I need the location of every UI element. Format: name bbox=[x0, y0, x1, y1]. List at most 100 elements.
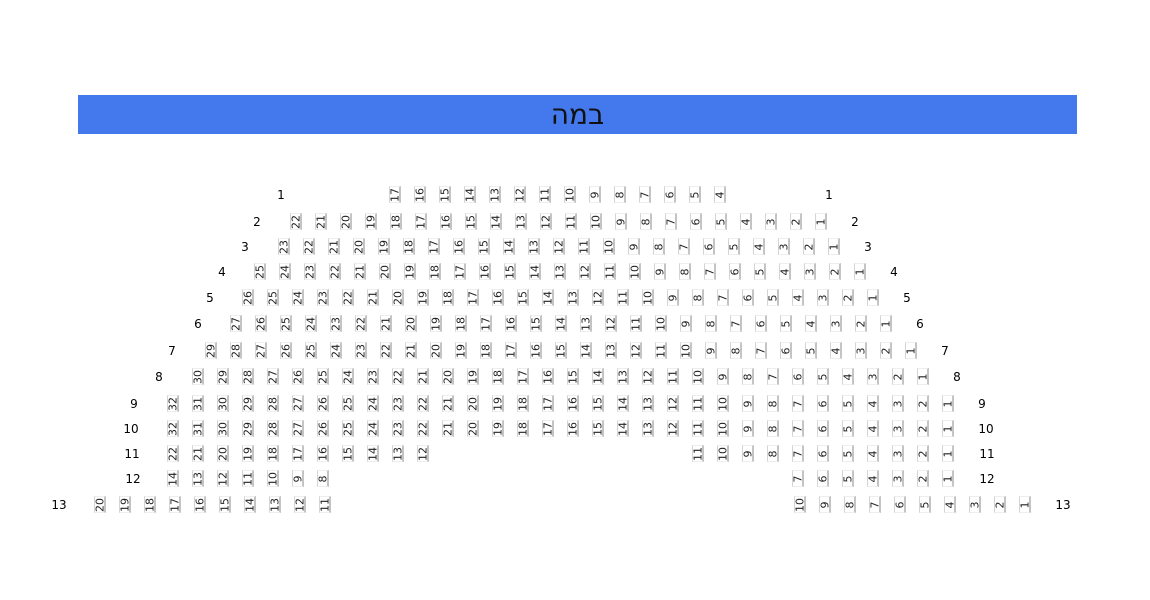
seat[interactable]: 7 bbox=[703, 263, 716, 280]
seat[interactable]: 14 bbox=[489, 213, 502, 230]
seat[interactable]: 15 bbox=[341, 445, 354, 462]
seat[interactable]: 6 bbox=[663, 186, 676, 203]
seat[interactable]: 5 bbox=[766, 289, 779, 306]
seat[interactable]: 11 bbox=[241, 470, 254, 487]
seat[interactable]: 8 bbox=[652, 238, 665, 255]
seat[interactable]: 9 bbox=[741, 445, 754, 462]
seat[interactable]: 13 bbox=[641, 420, 654, 437]
seat[interactable]: 17 bbox=[427, 238, 440, 255]
seat[interactable]: 30 bbox=[216, 420, 229, 437]
seat[interactable]: 7 bbox=[791, 420, 804, 437]
seat[interactable]: 14 bbox=[463, 186, 476, 203]
seat[interactable]: 4 bbox=[943, 496, 956, 513]
seat[interactable]: 31 bbox=[191, 395, 204, 412]
seat[interactable]: 15 bbox=[516, 289, 529, 306]
seat[interactable]: 18 bbox=[441, 289, 454, 306]
seat[interactable]: 4 bbox=[866, 445, 879, 462]
seat[interactable]: 6 bbox=[816, 445, 829, 462]
seat[interactable]: 11 bbox=[577, 238, 590, 255]
seat[interactable]: 1 bbox=[941, 445, 954, 462]
seat[interactable]: 14 bbox=[554, 315, 567, 332]
seat[interactable]: 18 bbox=[143, 496, 156, 513]
seat[interactable]: 16 bbox=[439, 213, 452, 230]
seat[interactable]: 19 bbox=[454, 342, 467, 359]
seat[interactable]: 6 bbox=[791, 368, 804, 385]
seat[interactable]: 9 bbox=[716, 368, 729, 385]
seat[interactable]: 3 bbox=[854, 342, 867, 359]
seat[interactable]: 11 bbox=[691, 395, 704, 412]
seat[interactable]: 27 bbox=[229, 315, 242, 332]
seat[interactable]: 27 bbox=[266, 368, 279, 385]
seat[interactable]: 13 bbox=[553, 263, 566, 280]
seat[interactable]: 15 bbox=[554, 342, 567, 359]
seat[interactable]: 6 bbox=[816, 420, 829, 437]
seat[interactable]: 24 bbox=[278, 263, 291, 280]
seat[interactable]: 2 bbox=[879, 342, 892, 359]
seat[interactable]: 1 bbox=[1018, 496, 1031, 513]
seat[interactable]: 7 bbox=[716, 289, 729, 306]
seat[interactable]: 23 bbox=[366, 368, 379, 385]
seat[interactable]: 8 bbox=[843, 496, 856, 513]
seat[interactable]: 17 bbox=[291, 445, 304, 462]
seat[interactable]: 29 bbox=[216, 368, 229, 385]
seat[interactable]: 3 bbox=[764, 213, 777, 230]
seat[interactable]: 21 bbox=[416, 368, 429, 385]
seat[interactable]: 13 bbox=[641, 395, 654, 412]
seat[interactable]: 8 bbox=[766, 395, 779, 412]
seat[interactable]: 8 bbox=[678, 263, 691, 280]
seat[interactable]: 12 bbox=[629, 342, 642, 359]
seat[interactable]: 20 bbox=[339, 213, 352, 230]
seat[interactable]: 21 bbox=[441, 420, 454, 437]
seat[interactable]: 2 bbox=[841, 289, 854, 306]
seat[interactable]: 20 bbox=[216, 445, 229, 462]
seat[interactable]: 21 bbox=[314, 213, 327, 230]
seat[interactable]: 29 bbox=[204, 342, 217, 359]
seat[interactable]: 8 bbox=[741, 368, 754, 385]
seat[interactable]: 20 bbox=[404, 315, 417, 332]
seat[interactable]: 9 bbox=[653, 263, 666, 280]
seat[interactable]: 24 bbox=[291, 289, 304, 306]
seat[interactable]: 8 bbox=[729, 342, 742, 359]
seat[interactable]: 2 bbox=[891, 368, 904, 385]
seat[interactable]: 11 bbox=[538, 186, 551, 203]
seat[interactable]: 22 bbox=[354, 315, 367, 332]
seat[interactable]: 9 bbox=[741, 395, 754, 412]
seat[interactable]: 9 bbox=[666, 289, 679, 306]
seat[interactable]: 14 bbox=[541, 289, 554, 306]
seat[interactable]: 11 bbox=[564, 213, 577, 230]
seat[interactable]: 5 bbox=[804, 342, 817, 359]
seat[interactable]: 25 bbox=[266, 289, 279, 306]
seat[interactable]: 8 bbox=[613, 186, 626, 203]
seat[interactable]: 7 bbox=[791, 445, 804, 462]
seat[interactable]: 20 bbox=[378, 263, 391, 280]
seat[interactable]: 4 bbox=[791, 289, 804, 306]
seat[interactable]: 6 bbox=[728, 263, 741, 280]
seat[interactable]: 9 bbox=[818, 496, 831, 513]
seat[interactable]: 15 bbox=[477, 238, 490, 255]
seat[interactable]: 18 bbox=[402, 238, 415, 255]
seat[interactable]: 22 bbox=[328, 263, 341, 280]
seat[interactable]: 13 bbox=[527, 238, 540, 255]
seat[interactable]: 23 bbox=[391, 420, 404, 437]
seat[interactable]: 11 bbox=[603, 263, 616, 280]
seat[interactable]: 16 bbox=[193, 496, 206, 513]
seat[interactable]: 17 bbox=[388, 186, 401, 203]
seat[interactable]: 7 bbox=[766, 368, 779, 385]
seat[interactable]: 10 bbox=[716, 445, 729, 462]
seat[interactable]: 4 bbox=[752, 238, 765, 255]
seat[interactable]: 19 bbox=[466, 368, 479, 385]
seat[interactable]: 6 bbox=[816, 470, 829, 487]
seat[interactable]: 12 bbox=[216, 470, 229, 487]
seat[interactable]: 1 bbox=[941, 420, 954, 437]
seat[interactable]: 20 bbox=[391, 289, 404, 306]
seat[interactable]: 14 bbox=[366, 445, 379, 462]
seat[interactable]: 5 bbox=[841, 445, 854, 462]
seat[interactable]: 17 bbox=[516, 368, 529, 385]
seat[interactable]: 12 bbox=[416, 445, 429, 462]
seat[interactable]: 26 bbox=[254, 315, 267, 332]
seat[interactable]: 11 bbox=[654, 342, 667, 359]
seat[interactable]: 25 bbox=[253, 263, 266, 280]
seat[interactable]: 27 bbox=[291, 395, 304, 412]
seat[interactable]: 10 bbox=[654, 315, 667, 332]
seat[interactable]: 8 bbox=[691, 289, 704, 306]
